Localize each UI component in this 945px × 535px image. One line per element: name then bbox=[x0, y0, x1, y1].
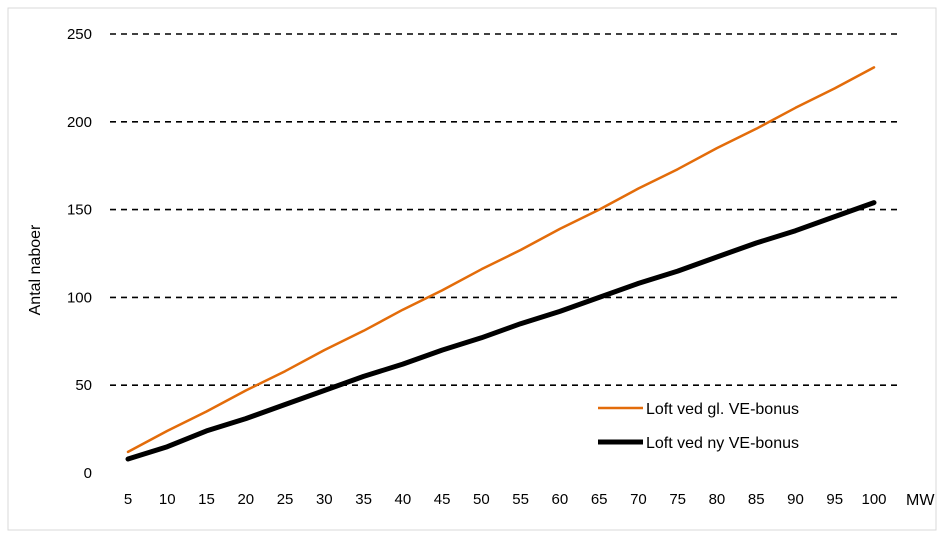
x-tick-label: 95 bbox=[826, 491, 843, 508]
x-tick-label: 75 bbox=[669, 491, 686, 508]
x-tick-label: 85 bbox=[748, 491, 765, 508]
legend-label-series-2: Loft ved ny VE-bonus bbox=[646, 435, 799, 452]
x-tick-label: 60 bbox=[552, 491, 569, 508]
y-tick-label: 250 bbox=[67, 26, 92, 43]
y-tick-label: 50 bbox=[75, 377, 92, 394]
x-tick-label: 30 bbox=[316, 491, 333, 508]
x-tick-label: 90 bbox=[787, 491, 804, 508]
x-tick-label: 40 bbox=[394, 491, 411, 508]
x-tick-label: 80 bbox=[709, 491, 726, 508]
y-tick-label: 0 bbox=[84, 465, 92, 482]
x-axis-label: MW bbox=[906, 492, 935, 509]
y-tick-label: 100 bbox=[67, 289, 92, 306]
x-tick-label: 100 bbox=[861, 491, 886, 508]
x-tick-label: 15 bbox=[198, 491, 215, 508]
x-tick-label: 45 bbox=[434, 491, 451, 508]
x-tick-label: 35 bbox=[355, 491, 372, 508]
chart-frame bbox=[7, 7, 937, 531]
x-tick-label: 55 bbox=[512, 491, 529, 508]
y-tick-label: 150 bbox=[67, 202, 92, 219]
x-tick-label: 20 bbox=[237, 491, 254, 508]
x-tick-label: 25 bbox=[277, 491, 294, 508]
y-tick-labels: 0 50 100 150 200 250 bbox=[67, 26, 92, 482]
x-tick-label: 5 bbox=[124, 491, 132, 508]
y-axis-label: Antal naboer bbox=[27, 224, 44, 315]
y-tick-label: 200 bbox=[67, 114, 92, 131]
series-lines bbox=[125, 66, 877, 462]
x-tick-label: 10 bbox=[159, 491, 176, 508]
x-tick-label: 50 bbox=[473, 491, 490, 508]
legend-label-series-1: Loft ved gl. VE-bonus bbox=[646, 401, 799, 418]
x-tick-labels: 5 10 15 20 25 30 35 40 45 50 55 60 65 70 75 80 85 90 95 100 bbox=[124, 491, 887, 508]
x-tick-label: 70 bbox=[630, 491, 647, 508]
x-tick-label: 65 bbox=[591, 491, 608, 508]
series-line-2 bbox=[125, 200, 877, 462]
series-line-1 bbox=[126, 66, 876, 454]
legend: Loft ved gl. VE-bonus Loft ved ny VE-bon… bbox=[598, 401, 799, 452]
